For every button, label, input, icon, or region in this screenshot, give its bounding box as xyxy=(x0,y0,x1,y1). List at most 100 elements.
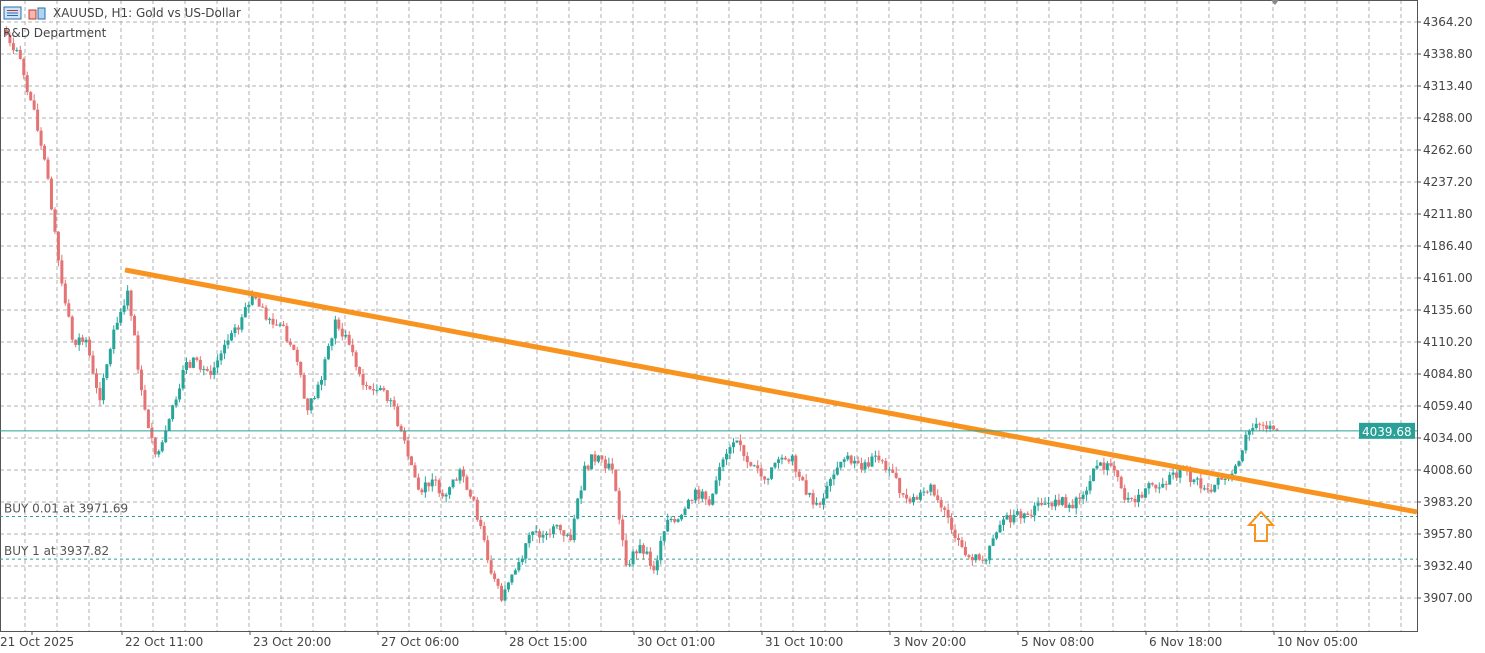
candle xyxy=(787,458,791,464)
candle-body xyxy=(1213,484,1217,492)
candle-body xyxy=(683,508,687,515)
candle xyxy=(361,368,365,390)
candle-body xyxy=(655,560,659,571)
candle-body xyxy=(441,493,445,497)
candle xyxy=(735,440,739,444)
candle xyxy=(313,395,317,400)
candle xyxy=(877,450,881,463)
candle xyxy=(74,339,78,348)
candle-body xyxy=(306,398,310,411)
candle xyxy=(320,376,323,391)
candle-body xyxy=(323,359,327,381)
candle-body xyxy=(299,361,303,376)
candle-body xyxy=(1192,479,1196,482)
candle xyxy=(323,356,327,387)
candle xyxy=(686,498,690,510)
candle xyxy=(39,127,43,151)
candle-body xyxy=(236,327,240,330)
candle xyxy=(247,301,251,314)
candle xyxy=(274,319,278,326)
candle xyxy=(465,474,469,491)
candle xyxy=(84,336,88,348)
candle-body xyxy=(1244,434,1248,451)
candle-body xyxy=(195,357,199,360)
candle-body xyxy=(676,519,680,522)
candle-body xyxy=(735,440,739,443)
candle xyxy=(911,493,915,506)
candle-body xyxy=(1168,474,1172,485)
y-tick-label: 3957.80 xyxy=(1423,527,1473,541)
candle-body xyxy=(911,496,915,503)
candle-body xyxy=(662,531,666,541)
candle xyxy=(749,461,753,468)
candle-body xyxy=(288,341,292,345)
candle-body xyxy=(835,467,839,475)
candle xyxy=(278,322,282,328)
symbol-title: XAUUSD, H1: Gold vs US-Dollar xyxy=(53,6,241,20)
candle-body xyxy=(229,333,233,341)
candle-body xyxy=(302,375,306,399)
candle-body xyxy=(925,491,929,493)
candle-body xyxy=(960,540,964,547)
candle-body xyxy=(797,471,801,477)
candle xyxy=(1178,467,1182,484)
candle xyxy=(1209,484,1213,494)
candle xyxy=(853,456,857,469)
candle-body xyxy=(167,419,171,431)
candle-body xyxy=(108,349,112,365)
candle-body xyxy=(936,495,940,501)
candle-body xyxy=(1137,494,1141,503)
candle-body xyxy=(60,260,64,284)
candle xyxy=(1047,496,1051,508)
candle-body xyxy=(1071,504,1075,509)
candle-body xyxy=(1140,494,1144,498)
candle-body xyxy=(1240,450,1244,462)
candle-body xyxy=(808,493,812,495)
candle xyxy=(863,459,867,474)
candle-body xyxy=(787,459,791,462)
candle-body xyxy=(129,290,133,316)
candle-body xyxy=(984,560,988,562)
chart-bars-icon[interactable] xyxy=(28,6,47,20)
candle-body xyxy=(898,477,902,494)
candle xyxy=(416,473,420,491)
candle-body xyxy=(693,489,697,501)
candle-body xyxy=(551,526,555,535)
candle xyxy=(164,425,168,444)
candle-body xyxy=(399,425,403,431)
candle-body xyxy=(1078,497,1082,499)
candle xyxy=(326,343,330,360)
candle xyxy=(1008,509,1012,528)
candle xyxy=(801,475,805,482)
candle xyxy=(406,436,410,461)
candle-body xyxy=(333,319,337,339)
x-tick-label: 23 Oct 20:00 xyxy=(253,635,331,649)
candle-body xyxy=(164,430,168,443)
candle-body xyxy=(389,400,393,402)
candle-body xyxy=(721,459,725,468)
candle-body xyxy=(666,519,670,532)
candle xyxy=(371,383,375,396)
candle-body xyxy=(756,465,760,469)
candle xyxy=(240,314,244,333)
candle-body xyxy=(493,573,497,579)
y-tick-label: 4135.60 xyxy=(1423,303,1473,317)
candle xyxy=(898,477,902,499)
candle xyxy=(860,457,864,473)
candle-body xyxy=(153,437,157,455)
candle-body xyxy=(939,500,943,508)
candle xyxy=(70,315,74,343)
candle xyxy=(700,488,704,502)
candle-body xyxy=(448,487,452,495)
candle-body xyxy=(1202,488,1206,490)
candle xyxy=(579,485,583,505)
candle xyxy=(1019,508,1023,524)
candle-body xyxy=(738,440,742,446)
candle-body xyxy=(815,503,819,505)
candle xyxy=(403,427,407,445)
candle-body xyxy=(101,378,105,401)
chart-list-icon[interactable] xyxy=(3,6,22,20)
candle xyxy=(358,366,362,377)
candle-body xyxy=(139,369,143,391)
